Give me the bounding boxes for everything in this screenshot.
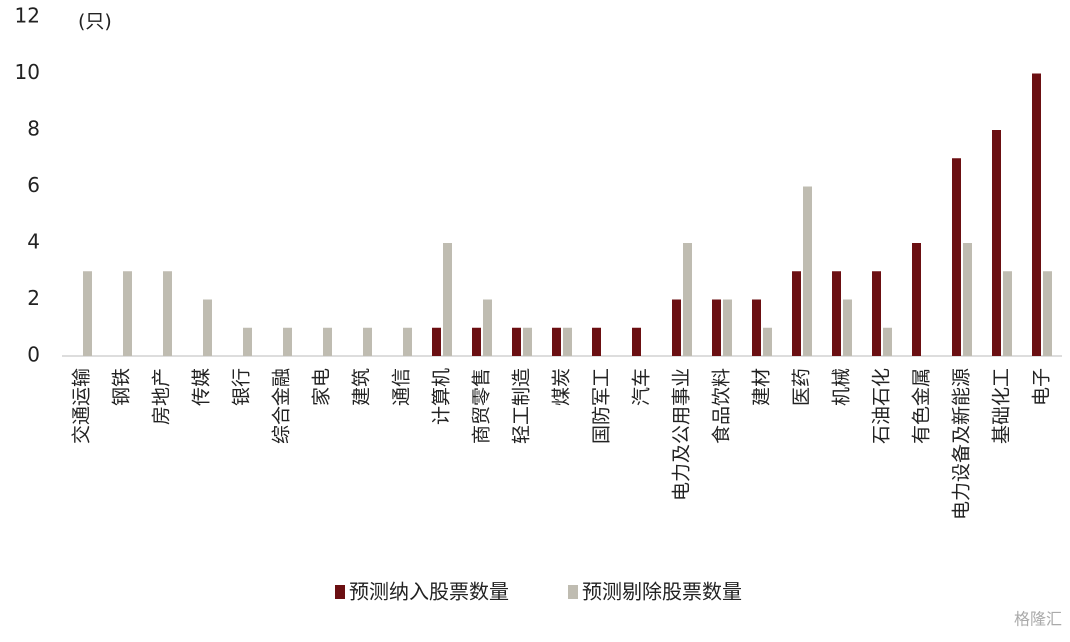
bar (563, 327, 572, 356)
bar (123, 271, 132, 356)
bar (1043, 271, 1052, 356)
bar (963, 243, 972, 356)
bar (472, 327, 481, 356)
y-tick-label: 4 (27, 230, 40, 254)
bar (792, 271, 801, 356)
x-tick-label: 机械 (831, 368, 853, 406)
x-tick-label: 医药 (791, 368, 813, 406)
x-tick-label: 建材 (751, 368, 773, 406)
x-tick-label: 家电 (311, 368, 333, 406)
x-tick-label: 轻工制造 (511, 368, 533, 444)
bar (403, 327, 412, 356)
x-tick-label: 食品饮料 (711, 368, 733, 444)
y-tick-label: 12 (15, 4, 40, 28)
bar (872, 271, 881, 356)
bar (683, 243, 692, 356)
x-tick-label: 建筑 (351, 368, 373, 406)
bar (763, 327, 772, 356)
y-tick-label: 8 (27, 117, 40, 141)
x-tick-label: 有色金属 (911, 368, 933, 444)
x-tick-label: 电力设备及新能源 (951, 368, 973, 520)
legend-swatch (335, 585, 345, 599)
x-tick-label: 石油石化 (871, 368, 893, 444)
x-tick-label: 银行 (231, 368, 253, 406)
bar (803, 186, 812, 356)
x-tick-label: 综合金融 (271, 368, 293, 444)
y-tick-label: 0 (27, 343, 40, 367)
x-tick-label: 国防军工 (591, 368, 613, 444)
bar (283, 327, 292, 356)
bar (432, 327, 441, 356)
legend-label: 预测剔除股票数量 (582, 580, 742, 604)
x-tick-label: 商贸零售 (471, 368, 493, 444)
x-tick-label: 房地产 (151, 368, 173, 425)
bar (512, 327, 521, 356)
bar (912, 243, 921, 356)
bar (523, 327, 532, 356)
x-tick-label: 交通运输 (71, 368, 93, 444)
bar (832, 271, 841, 356)
y-unit-label: (只) (78, 11, 112, 33)
x-tick-label: 计算机 (431, 368, 453, 425)
bar (83, 271, 92, 356)
bar (243, 327, 252, 356)
legend-swatch (568, 585, 578, 599)
watermark: 格隆汇 (1014, 610, 1062, 629)
bar (363, 327, 372, 356)
bar (843, 299, 852, 356)
bar (203, 299, 212, 356)
x-tick-label: 电子 (1031, 368, 1053, 406)
bar (723, 299, 732, 356)
bar (1032, 73, 1041, 356)
bar (883, 327, 892, 356)
bar (592, 327, 601, 356)
x-tick-label: 基础化工 (991, 368, 1013, 444)
bar (323, 327, 332, 356)
y-tick-label: 10 (15, 60, 40, 84)
x-tick-label: 汽车 (631, 368, 653, 406)
x-tick-label: 传媒 (191, 368, 213, 406)
bar (712, 299, 721, 356)
bar (1003, 271, 1012, 356)
bar (632, 327, 641, 356)
bar (163, 271, 172, 356)
bar (552, 327, 561, 356)
bar (483, 299, 492, 356)
y-tick-label: 6 (27, 173, 40, 197)
legend-label: 预测纳入股票数量 (349, 580, 509, 604)
y-tick-label: 2 (27, 286, 40, 310)
bar (992, 130, 1001, 356)
x-tick-label: 煤炭 (551, 368, 573, 406)
bar (443, 243, 452, 356)
x-tick-label: 通信 (391, 368, 413, 406)
bar (952, 158, 961, 356)
bar (672, 299, 681, 356)
x-tick-label: 钢铁 (111, 368, 133, 406)
bar (752, 299, 761, 356)
x-tick-label: 电力及公用事业 (671, 368, 693, 501)
